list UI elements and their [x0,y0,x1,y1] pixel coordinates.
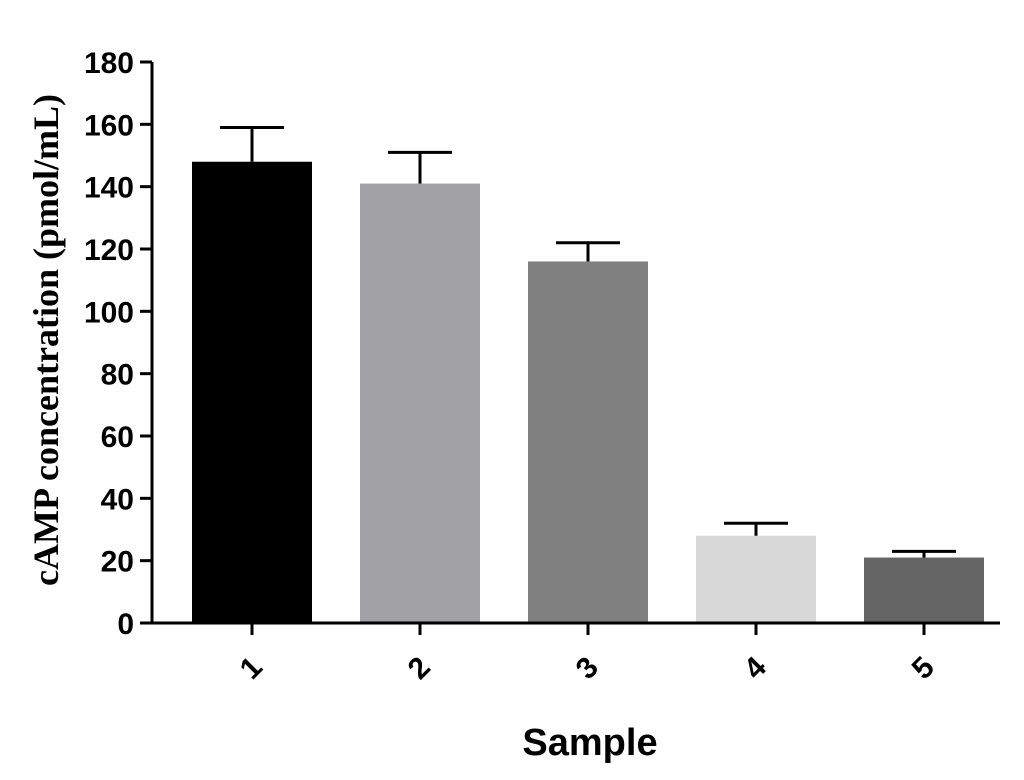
y-tick-label-20: 20 [101,546,134,579]
y-tick-label-140: 140 [84,172,134,205]
bars-layer [192,161,984,624]
x-tick-label-4: 4 [738,650,773,685]
bar-4 [696,535,816,623]
y-tick-label-100: 100 [84,296,134,329]
bar-5 [864,557,984,623]
y-tick-label-40: 40 [101,483,134,516]
error-bars-layer [220,125,956,558]
x-tick-label-3: 3 [570,651,605,686]
y-axis-title: cAMP concentration (pmol/mL) [26,94,66,586]
bar-3 [528,261,648,623]
x-axis-title: Sample [522,722,657,764]
x-tick-label-1: 1 [234,651,269,686]
x-axis: 1 2 3 4 5 [152,621,1000,686]
y-tick-label-0: 0 [117,608,134,641]
y-axis: 0 20 40 60 80 100 120 140 160 180 [84,47,154,641]
y-tick-label-60: 60 [101,421,134,454]
x-tick-label-2: 2 [402,651,437,686]
bar-1 [192,161,312,623]
y-tick-label-160: 160 [84,109,134,142]
x-tick-label-5: 5 [906,651,941,686]
bar-2 [360,183,480,624]
y-tick-label-180: 180 [84,47,134,80]
y-tick-label-80: 80 [101,359,134,392]
y-tick-label-120: 120 [84,234,134,267]
